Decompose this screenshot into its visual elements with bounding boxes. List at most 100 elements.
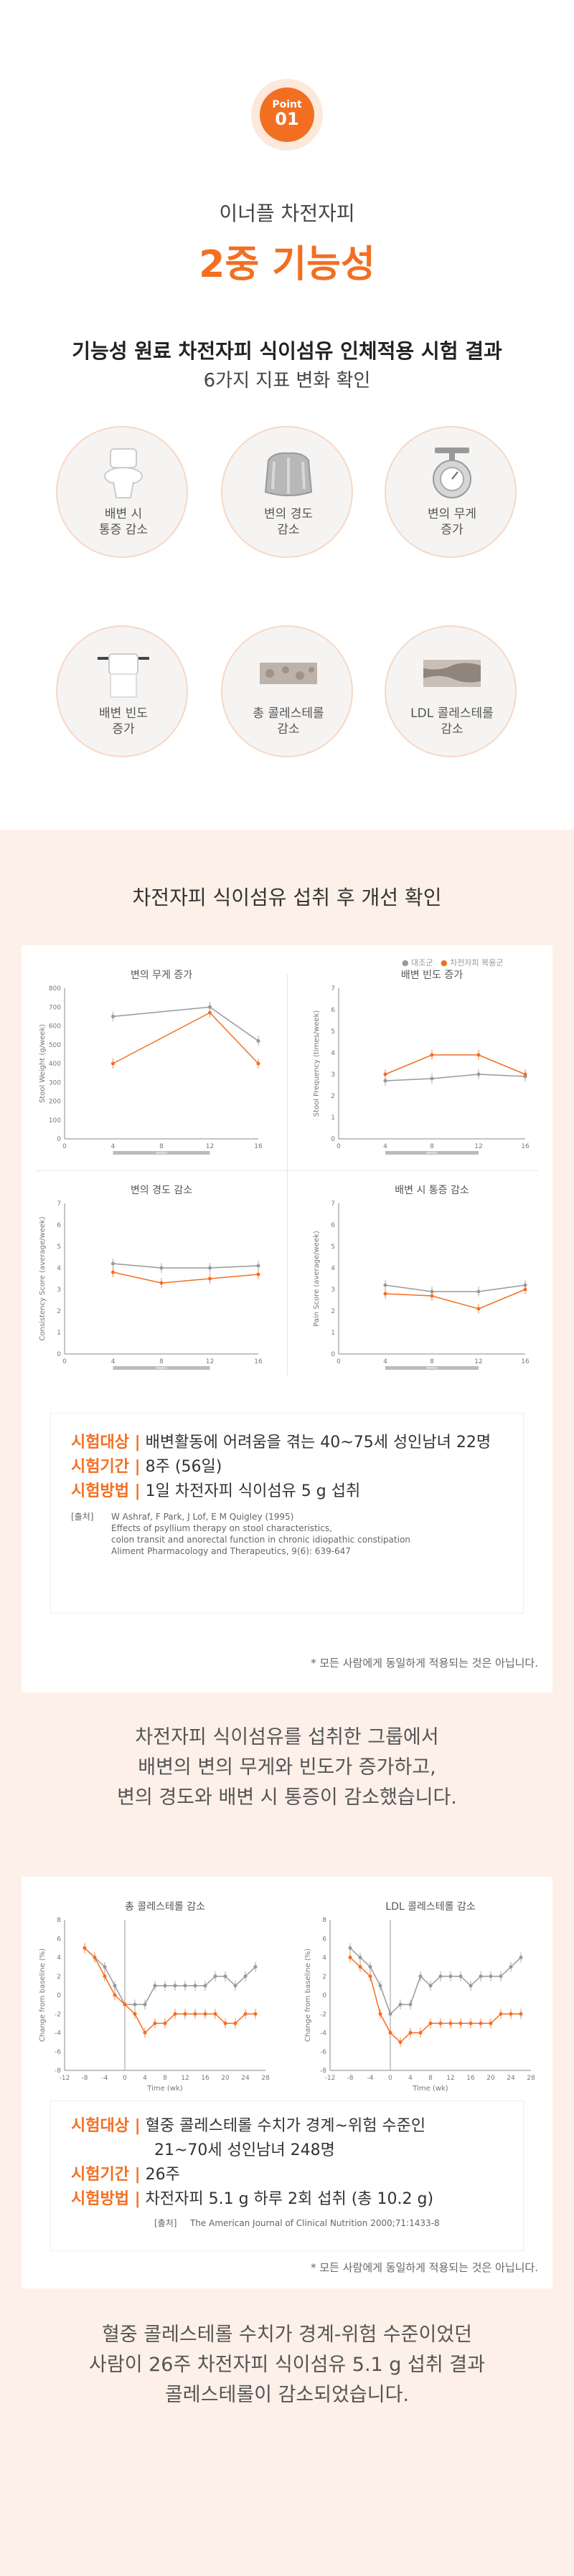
- data-point: [256, 1061, 260, 1066]
- y-tick-label: 1: [331, 1114, 335, 1122]
- week-bar: [385, 1151, 479, 1155]
- data-point: [159, 1281, 164, 1285]
- x-tick-label: 8: [430, 1358, 434, 1365]
- y-tick-label: 5: [331, 1244, 335, 1251]
- y-tick-label: 6: [322, 1936, 326, 1943]
- x-tick-label: 4: [111, 1358, 116, 1365]
- chart-legend: ● 대조군 ● 차전자피 복용군: [402, 958, 504, 967]
- series-line: [113, 1006, 259, 1042]
- y-tick-label: 4: [57, 1265, 61, 1272]
- study1-method: 시험방법 | 1일 차전자피 식이섬유 5 g 섭취: [71, 1482, 361, 1500]
- y-axis-label: Pain Score (average/week): [313, 1231, 321, 1327]
- data-point: [208, 1010, 212, 1015]
- y-tick-label: 6: [57, 1936, 61, 1943]
- data-point: [111, 1261, 115, 1266]
- toilet-icon: [104, 448, 143, 498]
- data-point: [479, 2021, 483, 2025]
- data-point: [489, 1974, 493, 1979]
- study1-target: 시험대상 | 배변활동에 어려움을 겪는 40~75세 성인남녀 22명: [71, 1434, 491, 1452]
- data-point: [111, 1061, 115, 1066]
- y-tick-label: 2: [322, 1974, 326, 1981]
- data-point: [123, 2002, 127, 2007]
- indicator-label: 변의 경도 감소: [264, 507, 313, 537]
- data-point: [208, 1005, 212, 1009]
- series-line: [84, 1947, 256, 2005]
- data-point: [489, 2021, 493, 2025]
- data-point: [418, 2031, 423, 2035]
- data-point: [469, 1984, 473, 1988]
- data-point: [83, 1946, 87, 1950]
- data-point: [243, 1974, 248, 1979]
- data-point: [233, 2021, 237, 2025]
- study1-source: [출처] W Ashraf, F Park, J Lof, E M Quigle…: [71, 1512, 410, 1556]
- study2-period: 시험기간 | 26주: [71, 2166, 180, 2184]
- y-tick-label: 1: [331, 1330, 335, 1337]
- jelly-icon: [264, 452, 313, 496]
- y-tick-label: 8: [322, 1917, 326, 1924]
- point-label: Point: [272, 99, 302, 110]
- y-tick-label: 5: [57, 1244, 61, 1251]
- indicator-total-cholesterol: 총 콜레스테롤 감소: [221, 625, 353, 757]
- ldl-icon: [423, 660, 481, 687]
- series-line: [84, 1947, 255, 2034]
- x-tick-label: 16: [201, 2075, 210, 2082]
- y-axis-label: Change from baseline (%): [39, 1948, 47, 2042]
- data-point: [476, 1289, 481, 1294]
- data-point: [103, 1974, 107, 1979]
- y-axis-label: Stool Frequency (times/week): [313, 1010, 321, 1117]
- study1-period: 시험기간 | 8주 (56일): [71, 1458, 222, 1476]
- y-tick-label: -8: [55, 2068, 61, 2075]
- study1-note: * 모든 사람에게 동일하게 적용되는 것은 아닙니다.: [311, 1657, 538, 1670]
- x-tick-label: 20: [486, 2075, 495, 2082]
- y-tick-label: -4: [320, 2030, 326, 2037]
- data-point: [438, 1974, 443, 1979]
- y-axis-label: Stool Weight (g/week): [39, 1024, 47, 1103]
- y-tick-label: 700: [49, 1004, 61, 1011]
- cholesterol-icon: [260, 663, 317, 684]
- x-tick-label: 8: [163, 2075, 167, 2082]
- data-point: [388, 2031, 392, 2035]
- data-point: [193, 1984, 197, 1988]
- data-point: [383, 1283, 387, 1287]
- chart-title: 총 콜레스테롤 감소: [125, 1901, 205, 1913]
- data-point: [233, 1984, 237, 1988]
- intro-line-2: 6가지 지표 변화 확인: [203, 370, 371, 392]
- data-point: [476, 1072, 481, 1076]
- data-point: [469, 2021, 473, 2025]
- data-point: [193, 2012, 197, 2016]
- data-point: [143, 2031, 147, 2035]
- y-tick-label: 800: [49, 985, 61, 993]
- series-line: [349, 1956, 521, 2043]
- data-point: [253, 2012, 258, 2016]
- y-tick-label: 7: [331, 985, 335, 993]
- data-point: [499, 2012, 503, 2016]
- x-tick-label: 0: [388, 2075, 392, 2082]
- data-point: [383, 1292, 387, 1296]
- y-tick-label: 3: [331, 1287, 335, 1294]
- indicator-label: 배변 빈도 증가: [99, 706, 148, 737]
- chart-title: 변의 경도 감소: [131, 1185, 192, 1196]
- data-point: [383, 1072, 387, 1076]
- data-point: [153, 2021, 157, 2025]
- x-tick-label: 8: [428, 2075, 433, 2082]
- indicator-label: LDL 콜레스테롤 감소: [410, 706, 494, 737]
- indicator-pain: 배변 시 통증 감소: [56, 426, 188, 558]
- data-point: [173, 1984, 177, 1988]
- week-bar-label: weeks: [426, 1366, 438, 1370]
- chart-stool-weight: 변의 무게 증가 0 100 200 300 400 500 600 700 800 0 4 8 12 16…: [39, 970, 263, 1155]
- y-tick-label: 6: [57, 1222, 61, 1229]
- data-point: [183, 1984, 187, 1988]
- x-tick-label: 4: [408, 2075, 413, 2082]
- x-axis-label: Time (wk): [412, 2085, 448, 2093]
- study2-info: 시험대상 | 혈중 콜레스테롤 수치가 경계~위험 수준인 21~70세 성인남…: [50, 2101, 524, 2251]
- chart-title: 변의 무게 증가: [131, 970, 192, 981]
- data-point: [213, 1974, 217, 1979]
- data-point: [428, 1984, 433, 1988]
- y-tick-label: 0: [331, 1136, 335, 1143]
- series-line: [385, 1289, 526, 1310]
- study1-info: 시험대상 | 배변활동에 어려움을 겪는 40~75세 성인남녀 22명 시험기…: [50, 1413, 524, 1614]
- point-badge: Point 01: [251, 79, 323, 151]
- y-tick-label: 100: [49, 1117, 61, 1124]
